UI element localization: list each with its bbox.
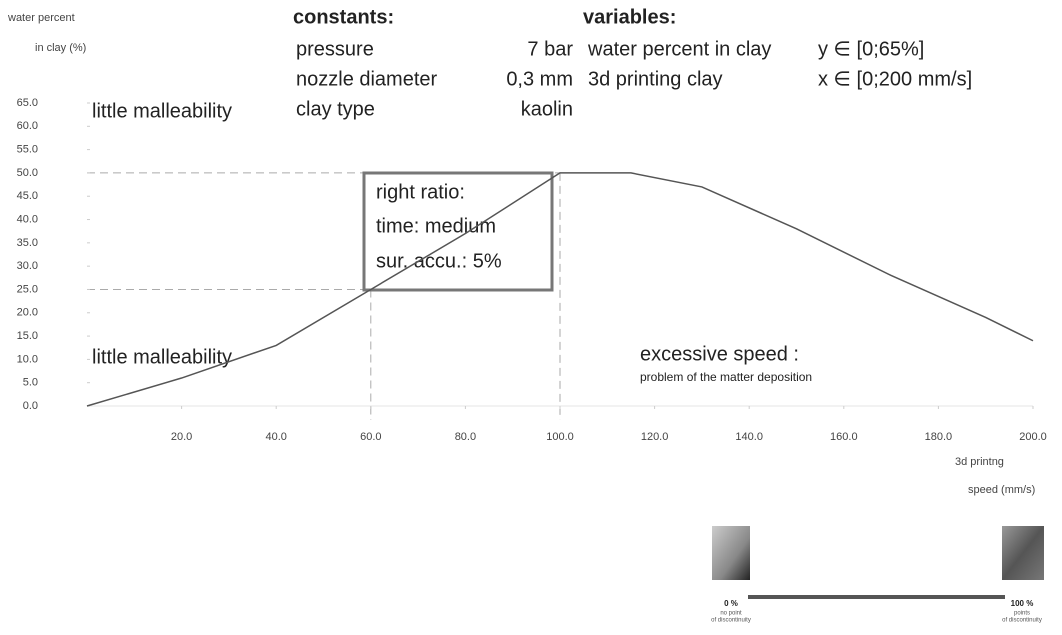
y-tick-label: 50.0 (17, 167, 38, 179)
x-tick-label: 180.0 (925, 431, 953, 443)
variables-title: variables: (583, 6, 676, 28)
y-tick-label: 20.0 (17, 307, 38, 319)
box-text: right ratio: (376, 181, 465, 203)
x-tick-label: 40.0 (265, 431, 286, 443)
sample-image (712, 526, 750, 580)
constant-name: pressure (296, 38, 374, 60)
y-tick-label: 15.0 (17, 330, 38, 342)
constant-name: nozzle diameter (296, 68, 438, 90)
y-tick-label: 0.0 (23, 400, 38, 412)
annotation: problem of the matter deposition (640, 370, 812, 384)
annotation: little malleability (92, 346, 232, 368)
page: {"chart_data": { "type": "line", "y_labe… (0, 0, 1062, 635)
y-tick-label: 45.0 (17, 190, 38, 202)
scale-note: no point (720, 611, 742, 617)
chart: 200.0 180.0 160.0 140.0 120.0 100.0 80.0 60.0 40… (0, 0, 1062, 635)
variable-range: y ∈ [0;65%] (818, 38, 924, 60)
annotation: excessive speed : (640, 343, 799, 365)
x-tick-label: 100.0 (546, 431, 574, 443)
x-tick-label: 140.0 (735, 431, 763, 443)
y-tick-label: 5.0 (23, 377, 38, 389)
constant-value: 7 bar (527, 38, 573, 60)
x-tick-label: 20.0 (171, 431, 192, 443)
x-tick-label: 80.0 (455, 431, 476, 443)
constants-title: constants: (293, 6, 394, 28)
y-axis-label: in clay (%) (35, 42, 86, 54)
scale-label: 0 % (724, 599, 738, 608)
variable-name: 3d printing clay (588, 68, 723, 90)
y-tick-label: 10.0 (17, 353, 38, 365)
y-axis-label: water percent (7, 12, 75, 24)
annotation: little malleability (92, 100, 232, 122)
y-tick-label: 65.0 (17, 97, 38, 109)
constant-value: kaolin (521, 98, 573, 120)
y-tick-label: 30.0 (17, 260, 38, 272)
constant-name: clay type (296, 98, 375, 120)
y-tick-label: 25.0 (17, 283, 38, 295)
sample-image (1002, 526, 1044, 580)
y-tick-label: 40.0 (17, 213, 38, 225)
x-tick-label: 200.0 (1019, 431, 1047, 443)
constant-value: 0,3 mm (506, 68, 573, 90)
x-tick-label: 60.0 (360, 431, 381, 443)
scale-note: of discontinuity (711, 618, 751, 624)
x-tick-label: 160.0 (830, 431, 858, 443)
y-tick-label: 35.0 (17, 237, 38, 249)
variable-name: water percent in clay (587, 38, 771, 60)
y-tick-label: 60.0 (17, 120, 38, 132)
scale-note: points (1014, 611, 1030, 617)
scale-label: 100 % (1011, 599, 1034, 608)
scale-note: of discontinuity (1002, 618, 1042, 624)
x-tick-label: 120.0 (641, 431, 669, 443)
y-tick-label: 55.0 (17, 144, 38, 156)
x-axis-label: 3d printng (955, 456, 1004, 468)
variable-range: x ∈ [0;200 mm/s] (818, 68, 972, 90)
x-axis-label: speed (mm/s) (968, 484, 1035, 496)
box-text: sur. accu.: 5% (376, 250, 502, 272)
